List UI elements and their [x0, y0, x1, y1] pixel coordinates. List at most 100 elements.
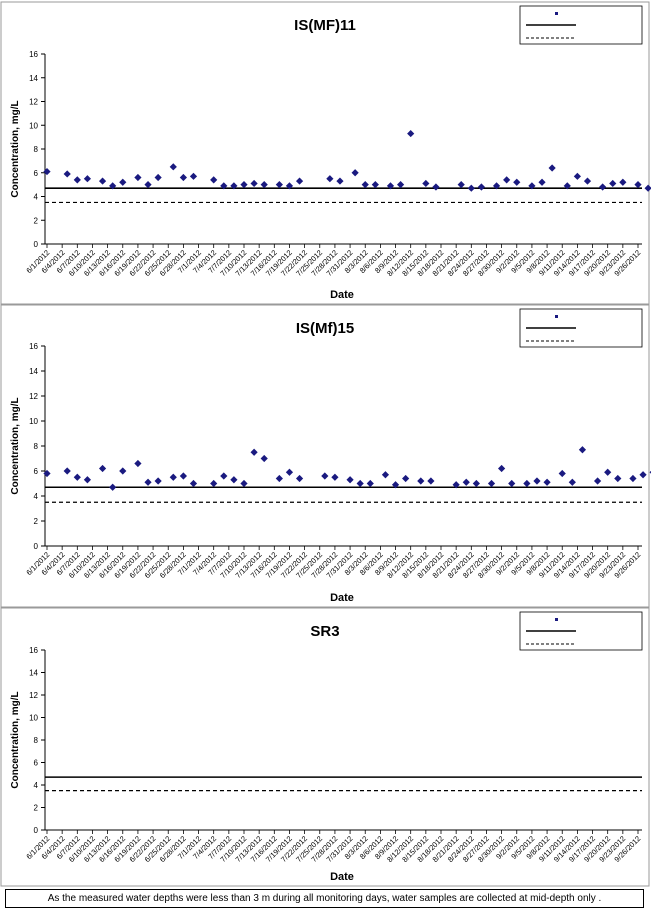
- x-axis-label: Date: [330, 289, 354, 301]
- data-point: [508, 479, 516, 488]
- data-point: [295, 474, 304, 483]
- data-point: [260, 454, 268, 463]
- y-tick-label: 10: [29, 121, 38, 130]
- data-point: [179, 173, 187, 182]
- data-point: [634, 181, 642, 189]
- data-point: [250, 448, 258, 456]
- data-point: [189, 479, 198, 488]
- chart-title: SR3: [310, 623, 339, 640]
- y-axis-label: Concentration, mg/L: [10, 397, 21, 494]
- data-point: [371, 181, 379, 189]
- legend-marker-swatch: [555, 12, 558, 15]
- data-point: [250, 179, 258, 188]
- data-point: [366, 479, 374, 488]
- y-axis-label: Concentration, mg/L: [10, 100, 21, 197]
- y-tick-label: 0: [34, 826, 39, 835]
- data-point: [331, 473, 339, 481]
- y-tick-label: 2: [34, 804, 39, 813]
- y-tick-label: 4: [34, 193, 39, 202]
- data-point: [43, 167, 51, 176]
- data-point: [351, 169, 359, 177]
- data-point: [346, 476, 354, 484]
- data-point: [614, 474, 622, 483]
- data-point: [386, 182, 395, 190]
- chart-frame: [0, 1, 650, 305]
- chart-panel: IS(Mf)1502468101214166/1/20126/4/20126/7…: [0, 304, 651, 608]
- data-point: [321, 472, 329, 480]
- data-point: [593, 477, 602, 485]
- data-point: [285, 182, 294, 190]
- x-axis-label: Date: [330, 871, 354, 883]
- chart-panel: SR302468101214166/1/20126/4/20126/7/2012…: [0, 607, 650, 887]
- data-point: [432, 183, 440, 191]
- data-point: [452, 481, 460, 489]
- data-point: [629, 474, 637, 483]
- data-point: [492, 182, 501, 190]
- chart-frame: [0, 607, 650, 887]
- data-point: [604, 468, 612, 476]
- y-tick-label: 16: [29, 50, 38, 59]
- data-point: [240, 181, 248, 189]
- data-point: [396, 181, 405, 189]
- y-tick-label: 4: [34, 492, 39, 501]
- data-point: [73, 473, 81, 481]
- data-point: [336, 177, 344, 185]
- data-point: [568, 478, 576, 486]
- data-point: [220, 182, 228, 190]
- y-tick-label: 8: [34, 145, 39, 154]
- data-point: [533, 477, 541, 485]
- data-point: [427, 477, 435, 485]
- y-tick-label: 16: [29, 342, 38, 351]
- data-point: [210, 176, 218, 184]
- legend: [519, 611, 643, 651]
- data-point: [63, 467, 71, 475]
- data-point: [381, 471, 390, 479]
- legend-marker-swatch: [555, 618, 558, 621]
- y-tick-label: 0: [34, 240, 39, 249]
- y-tick-label: 6: [34, 467, 39, 476]
- data-point: [558, 469, 566, 478]
- data-point: [528, 182, 536, 190]
- data-point: [275, 181, 283, 189]
- data-point: [402, 474, 410, 483]
- data-point: [326, 175, 334, 183]
- data-point: [260, 181, 268, 189]
- y-tick-label: 6: [34, 169, 39, 178]
- y-tick-label: 14: [29, 74, 38, 83]
- data-point: [154, 173, 162, 182]
- data-point: [477, 183, 486, 191]
- data-point: [169, 473, 177, 481]
- data-point: [513, 178, 521, 186]
- data-point: [523, 479, 531, 488]
- y-tick-label: 12: [29, 98, 38, 107]
- data-point: [144, 181, 152, 189]
- data-point: [472, 479, 480, 488]
- data-point: [295, 177, 304, 185]
- data-point: [487, 479, 496, 488]
- data-point: [240, 479, 248, 488]
- data-point: [210, 479, 218, 488]
- data-point: [83, 175, 92, 183]
- data-point: [578, 446, 587, 454]
- data-point: [548, 164, 556, 172]
- y-tick-label: 12: [29, 691, 38, 700]
- data-point: [119, 178, 127, 186]
- y-tick-label: 6: [34, 759, 39, 768]
- data-point: [43, 469, 51, 478]
- data-point: [498, 464, 506, 473]
- data-point: [109, 483, 117, 491]
- data-point: [73, 176, 81, 184]
- data-point: [109, 182, 117, 190]
- legend: [519, 308, 643, 348]
- data-point: [134, 459, 142, 468]
- y-tick-label: 4: [34, 781, 39, 790]
- data-point: [119, 467, 127, 475]
- data-point: [417, 477, 425, 485]
- data-point: [467, 184, 475, 192]
- data-point: [639, 471, 647, 479]
- data-point: [599, 183, 607, 191]
- data-point: [543, 478, 551, 486]
- chart-title: IS(Mf)15: [296, 320, 354, 337]
- data-point: [407, 129, 415, 138]
